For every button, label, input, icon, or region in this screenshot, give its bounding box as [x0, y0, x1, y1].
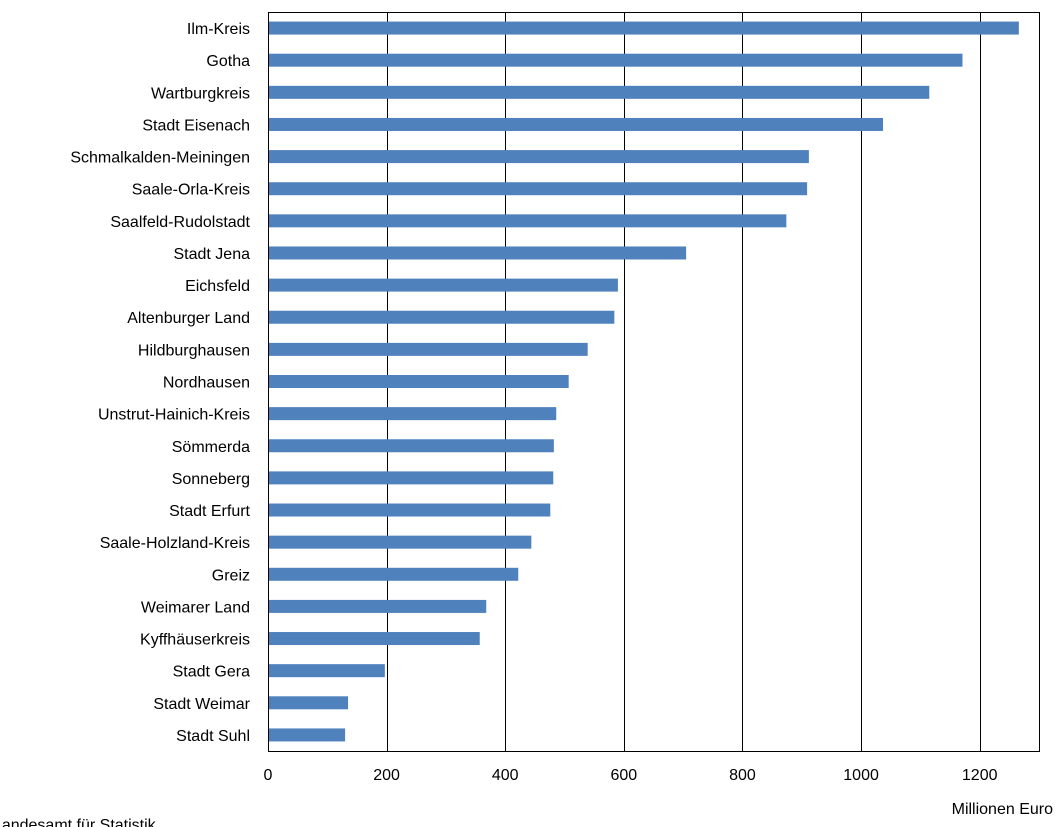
category-labels: Ilm-Kreis Gotha Wartburgkreis Stadt Eisenac… [70, 21, 250, 745]
bar [269, 696, 349, 710]
category-label: Stadt Suhl [176, 728, 250, 745]
x-tick-label: 0 [264, 767, 273, 784]
category-label: Eichsfeld [185, 278, 250, 295]
category-label: Stadt Eisenach [142, 117, 250, 134]
x-tick-label: 800 [729, 767, 756, 784]
category-label: Saale-Holzland-Kreis [100, 535, 250, 552]
category-label: Ilm-Kreis [187, 21, 250, 38]
category-label: Schmalkalden-Meiningen [70, 150, 250, 167]
grid-lines [387, 12, 981, 751]
category-label: Hildburghausen [138, 342, 250, 359]
bar [269, 503, 551, 517]
category-label: Weimarer Land [141, 599, 250, 616]
bar [269, 117, 884, 131]
plot-frame [268, 12, 1040, 752]
bar [269, 246, 687, 260]
category-label: Nordhausen [163, 375, 250, 392]
axes [268, 12, 1040, 752]
category-label: Greiz [212, 567, 250, 584]
bar [269, 632, 480, 646]
x-tick-label: 200 [373, 767, 400, 784]
bar [269, 567, 519, 581]
category-label: Gotha [206, 53, 250, 70]
bar [269, 535, 532, 549]
tick-labels: 0 200 400 600 800 1000 1200 [264, 767, 998, 784]
bar [269, 342, 588, 356]
category-label: Unstrut-Hainich-Kreis [98, 407, 250, 424]
category-label: Stadt Weimar [153, 696, 250, 713]
category-label: Saalfeld-Rudolstadt [110, 214, 250, 231]
bar [269, 150, 809, 164]
bar [269, 664, 385, 678]
bar [269, 310, 615, 324]
category-label: Kyffhäuserkreis [140, 632, 250, 649]
bar [269, 21, 1019, 35]
bar [269, 278, 618, 292]
bar [269, 439, 554, 453]
bar [269, 375, 569, 388]
bar [269, 407, 557, 421]
bars [269, 21, 1019, 742]
unit-label: Millionen Euro [952, 801, 1053, 818]
bar [269, 85, 930, 99]
category-label: Stadt Gera [173, 664, 250, 681]
bar [269, 471, 554, 485]
x-tick-label: 600 [610, 767, 637, 784]
category-label: Stadt Jena [174, 246, 251, 263]
category-label: Saale-Orla-Kreis [132, 182, 250, 199]
x-tick-label: 400 [492, 767, 519, 784]
category-label: Sömmerda [172, 439, 250, 456]
category-label: Altenburger Land [127, 310, 250, 327]
bar [269, 214, 787, 228]
x-tick-label: 1200 [962, 767, 998, 784]
x-tick-label: 1000 [843, 767, 879, 784]
bar [269, 728, 346, 742]
category-label: Stadt Erfurt [169, 503, 250, 520]
category-label: Wartburgkreis [151, 85, 250, 102]
category-label: Sonneberg [172, 471, 250, 488]
bar [269, 182, 808, 196]
bar [269, 53, 963, 67]
source-label: Thüringer Landesamt für Statistik [0, 817, 157, 827]
bar [269, 599, 487, 613]
